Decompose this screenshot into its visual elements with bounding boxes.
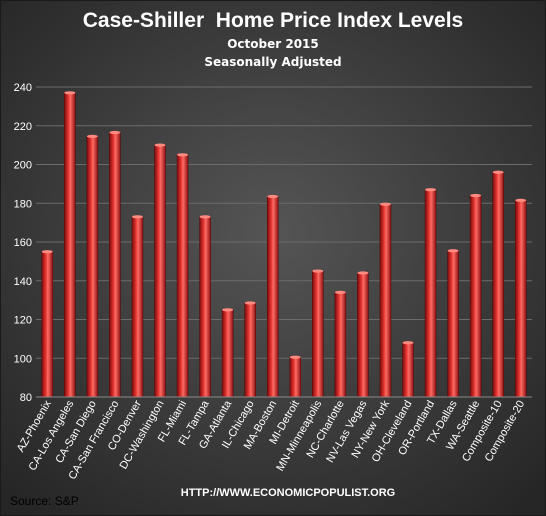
bar-top-cap [447, 249, 459, 253]
y-tick-label: 220 [14, 121, 32, 133]
bar-wa-seattle [469, 195, 482, 398]
bar-nc-charlotte [334, 292, 347, 398]
chart-subtitle-date: October 2015 [227, 37, 319, 51]
bar-top-cap [131, 215, 143, 219]
bar-fl-miami [176, 154, 189, 398]
bar-top-cap [515, 198, 527, 202]
bar-top-cap [470, 193, 482, 198]
website-url: HTTP://WWW.ECONOMICPOPULIST.ORG [181, 487, 396, 499]
bar-top-cap [64, 91, 76, 95]
bar-top-cap [357, 271, 369, 275]
bar-ca-san-francisco [109, 132, 121, 398]
bar-oh-cleveland [402, 342, 414, 398]
bar-top-cap [379, 202, 391, 206]
bar-ga-atlanta [221, 309, 234, 398]
bar-top-cap [289, 355, 301, 359]
y-tick-label: 80 [20, 392, 32, 404]
bar-composite-20 [514, 200, 527, 398]
bar-top-cap [199, 215, 211, 219]
bar-il-chicago [244, 302, 256, 398]
bar-az-phoenix [41, 251, 54, 398]
bar-fl-tampa [199, 216, 211, 398]
bar-mi-detroit [289, 357, 302, 398]
bar-top-cap [244, 301, 256, 305]
bar-top-cap [312, 269, 324, 273]
y-axis: 80 100 120 140 160 180 200 220 240 [14, 82, 32, 404]
y-tick-label: 180 [14, 198, 32, 210]
bar-nv-las-vegas [357, 272, 369, 398]
bar-top-cap [492, 170, 504, 174]
bar-ca-san-diego [86, 136, 99, 398]
bar-top-cap [154, 143, 166, 147]
bar-top-cap [41, 250, 53, 254]
bar-top-cap [425, 188, 437, 192]
bar-composite-10 [492, 172, 504, 398]
bar-top-cap [177, 153, 189, 157]
chart-title: Case-Shiller Home Price Index Levels [83, 9, 464, 32]
bar-top-cap [109, 130, 121, 135]
bars [41, 91, 527, 398]
y-tick-label: 100 [14, 353, 32, 365]
chart-subtitle-adjustment: Seasonally Adjusted [204, 55, 341, 69]
bar-top-cap [334, 290, 346, 294]
bar-ny-new-york [379, 203, 392, 398]
y-tick-label: 200 [14, 160, 32, 172]
bar-top-cap [86, 134, 98, 139]
bar-ma-boston [266, 196, 279, 398]
bar-dc-washington [154, 144, 166, 398]
y-tick-label: 120 [14, 315, 32, 327]
bar-top-cap [402, 341, 414, 345]
bar-co-denver [131, 216, 144, 398]
bar-top-cap [222, 308, 234, 312]
bar-ca-los-angeles [64, 92, 76, 398]
source-note: Source: S&P [10, 494, 79, 508]
bar-mn-minneapolis [312, 270, 324, 398]
bar-tx-dallas [447, 250, 459, 398]
bar-or-portland [424, 189, 437, 398]
y-tick-label: 140 [14, 276, 32, 288]
bar-top-cap [267, 194, 279, 199]
y-tick-label: 240 [14, 82, 32, 94]
y-tick-label: 160 [14, 237, 32, 249]
